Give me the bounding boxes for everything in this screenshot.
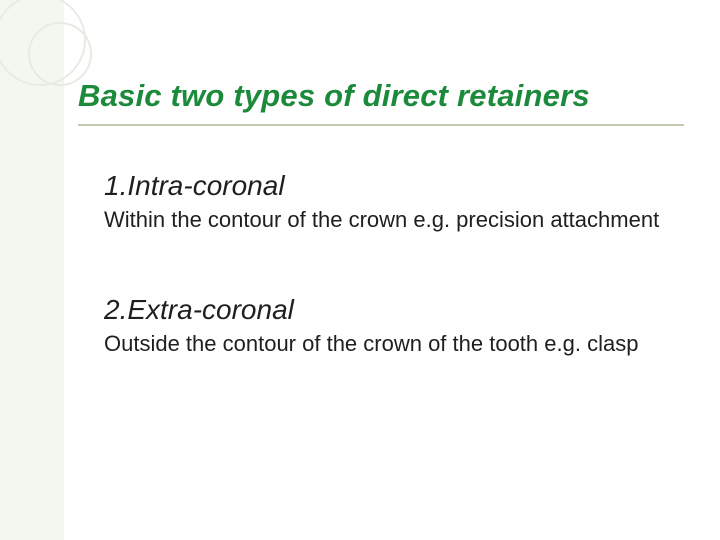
item-body: Outside the contour of the crown of the … xyxy=(104,330,668,358)
slide: Basic two types of direct retainers 1.In… xyxy=(0,0,720,540)
title-underline xyxy=(78,124,684,126)
item-heading: 1.Intra-coronal xyxy=(104,170,668,202)
list-item: 2.Extra-coronal Outside the contour of t… xyxy=(104,294,668,358)
list-item: 1.Intra-coronal Within the contour of th… xyxy=(104,170,668,234)
slide-content: 1.Intra-coronal Within the contour of th… xyxy=(104,170,668,357)
left-accent-strip xyxy=(0,0,64,540)
slide-title: Basic two types of direct retainers xyxy=(78,78,684,114)
item-body: Within the contour of the crown e.g. pre… xyxy=(104,206,668,234)
item-heading: 2.Extra-coronal xyxy=(104,294,668,326)
